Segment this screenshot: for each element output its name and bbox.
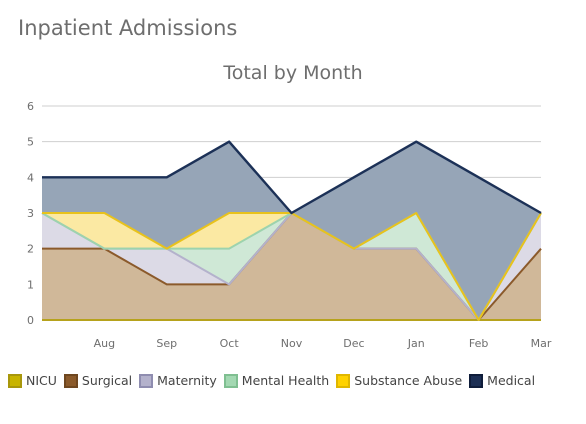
y-tick-label: 3 [27, 207, 34, 220]
axis-tick-labels: 0 1 2 3 4 5 6 Aug Sep Oct Nov Dec Jan Feb Mar [27, 100, 552, 350]
y-tick-label: 4 [27, 171, 34, 184]
area-maternity [42, 213, 541, 320]
area-mental-health [42, 213, 541, 320]
legend-swatch-maternity [139, 373, 154, 388]
legend-label: Substance Abuse [354, 373, 463, 388]
x-tick-label: Dec [343, 337, 364, 350]
chart-legend: NICU Surgical Maternity Mental Health Substa… [8, 373, 584, 388]
chart-title: Total by Month [223, 62, 363, 84]
area-surgical [42, 213, 541, 320]
page-title: Inpatient Admissions [18, 16, 238, 40]
area-medical [42, 141, 541, 320]
x-tick-label: Oct [220, 337, 240, 350]
legend-swatch-substance-abuse [336, 373, 351, 388]
y-tick-label: 2 [27, 243, 34, 256]
legend-label: Medical [487, 373, 536, 388]
legend-item-surgical[interactable]: Surgical [63, 373, 133, 388]
legend-item-mental-health[interactable]: Mental Health [223, 373, 330, 388]
legend-label: NICU [26, 373, 57, 388]
legend-swatch-nicu [8, 373, 22, 388]
legend-label: Surgical [81, 373, 133, 388]
area-series-lines [41, 140, 542, 321]
y-tick-label: 0 [27, 314, 34, 327]
area-series-group [42, 141, 541, 320]
x-tick-label: Mar [531, 337, 552, 350]
x-tick-label: Jan [407, 337, 425, 350]
legend-swatch-medical [469, 373, 484, 388]
legend-item-substance-abuse[interactable]: Substance Abuse [336, 373, 462, 388]
legend-item-nicu[interactable]: NICU [8, 373, 57, 388]
y-tick-label: 6 [27, 100, 34, 113]
x-tick-label: Nov [281, 337, 303, 350]
legend-label: Maternity [157, 373, 217, 388]
x-tick-label: Aug [94, 337, 115, 350]
line-medical [42, 140, 542, 215]
y-tick-label: 5 [27, 136, 34, 149]
legend-item-medical[interactable]: Medical [469, 373, 535, 388]
legend-label: Mental Health [241, 373, 330, 388]
legend-swatch-surgical [63, 373, 78, 388]
legend-item-maternity[interactable]: Maternity [139, 373, 217, 388]
legend-swatch-mental-health [223, 373, 238, 388]
x-tick-label: Feb [469, 337, 488, 350]
y-tick-label: 1 [27, 278, 34, 291]
area-substance-abuse [42, 213, 541, 320]
x-tick-label: Sep [156, 337, 177, 350]
